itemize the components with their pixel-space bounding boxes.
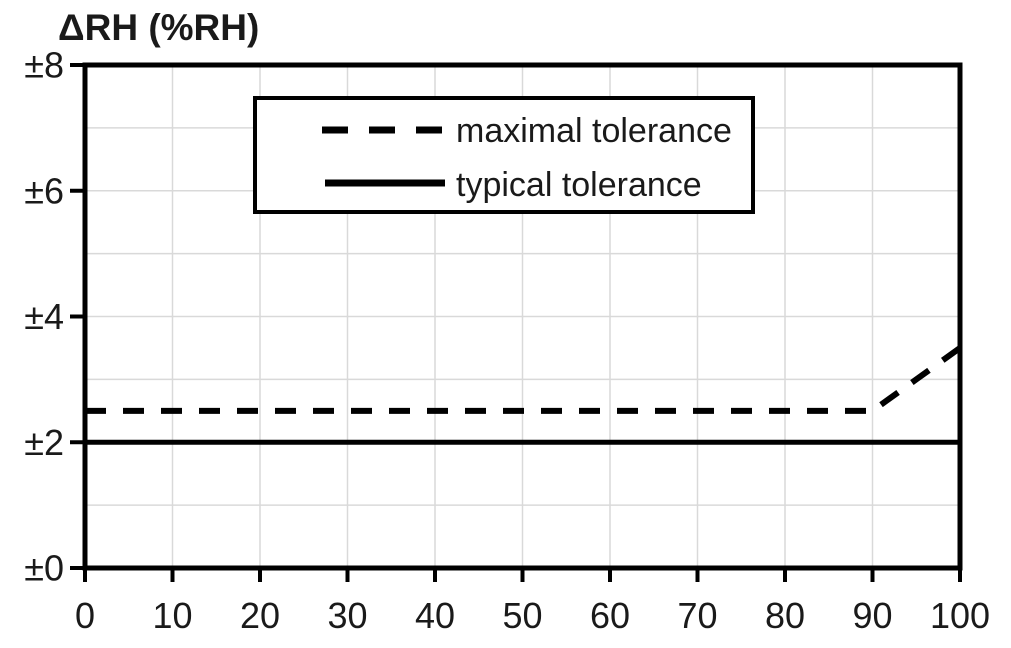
x-tick-label: 90 <box>852 595 892 636</box>
x-tick-label: 50 <box>502 595 542 636</box>
x-axis-tick-labels: 0 10 20 30 40 50 60 70 80 90 100 <box>75 595 990 636</box>
x-tick-label: 20 <box>240 595 280 636</box>
x-tick-label: 10 <box>152 595 192 636</box>
plot-border <box>82 62 963 571</box>
legend-box <box>253 96 755 214</box>
x-tick-label: 60 <box>590 595 630 636</box>
y-axis-title: ΔRH (%RH) <box>58 7 259 48</box>
y-tick-label: ±0 <box>24 548 64 589</box>
x-tick-label: 40 <box>415 595 455 636</box>
x-tick-label: 0 <box>75 595 95 636</box>
x-tick-label: 80 <box>765 595 805 636</box>
x-tick-label: 30 <box>327 595 367 636</box>
legend-item-typical-tolerance: typical tolerance <box>325 166 702 204</box>
y-tick-label: ±8 <box>24 45 64 86</box>
y-tick-label: ±2 <box>24 422 64 463</box>
x-tick-label: 100 <box>930 595 990 636</box>
legend-item-maximal-tolerance: maximal tolerance <box>322 112 732 150</box>
x-tick-label: 70 <box>677 595 717 636</box>
legend-label-maximal-tolerance: maximal tolerance <box>456 112 732 150</box>
y-tick-label: ±4 <box>24 296 64 337</box>
y-tick-label: ±6 <box>24 170 64 211</box>
data-series <box>85 345 962 445</box>
y-axis-tick-labels: ±0 ±2 ±4 ±6 ±8 <box>24 45 64 589</box>
legend-label-typical-tolerance: typical tolerance <box>456 166 702 204</box>
legend: maximal tolerance typical tolerance <box>253 96 755 214</box>
